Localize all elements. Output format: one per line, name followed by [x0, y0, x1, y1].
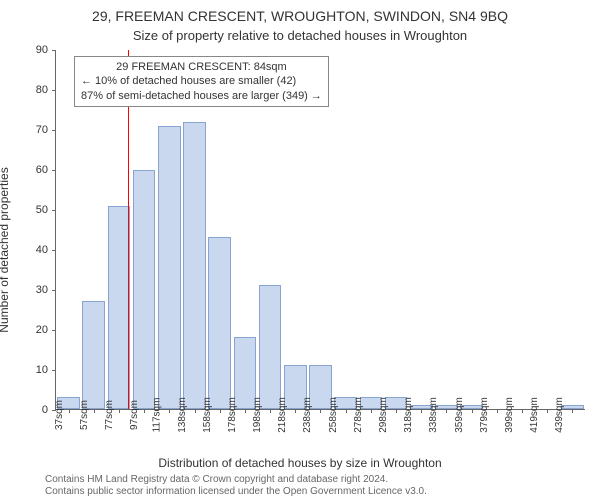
y-tick: [52, 370, 56, 371]
histogram-bar: [183, 122, 206, 409]
y-tick: [52, 290, 56, 291]
y-tick: [52, 90, 56, 91]
x-tick-label: 57sqm: [79, 400, 90, 430]
x-tick: [195, 409, 196, 413]
y-tick-label: 40: [36, 244, 48, 256]
y-tick-label: 80: [36, 84, 48, 96]
y-tick-label: 0: [42, 404, 48, 416]
page-subtitle: Size of property relative to detached ho…: [0, 28, 600, 43]
x-tick: [169, 409, 170, 413]
x-tick: [320, 409, 321, 413]
y-tick: [52, 410, 56, 411]
x-tick-label: 298sqm: [378, 397, 389, 433]
histogram-bar: [158, 126, 181, 409]
x-tick: [69, 409, 70, 413]
x-tick: [472, 409, 473, 413]
y-tick: [52, 130, 56, 131]
x-axis-label: Distribution of detached houses by size …: [0, 456, 600, 470]
y-tick: [52, 170, 56, 171]
attribution-line-2: Contains public sector information licen…: [45, 486, 427, 498]
x-tick-label: 218sqm: [277, 397, 288, 433]
histogram-bin: 298sqm: [383, 50, 408, 409]
y-axis-label: Number of detached properties: [0, 85, 11, 250]
x-tick: [220, 409, 221, 413]
x-tick-label: 138sqm: [177, 397, 188, 433]
x-tick: [295, 409, 296, 413]
x-tick-label: 278sqm: [353, 397, 364, 433]
x-tick: [547, 409, 548, 413]
histogram-bin: 318sqm: [409, 50, 434, 409]
y-tick-label: 50: [36, 204, 48, 216]
x-tick-label: 97sqm: [129, 400, 140, 430]
x-tick: [245, 409, 246, 413]
x-tick: [94, 409, 95, 413]
histogram-bin: 379sqm: [484, 50, 509, 409]
x-tick-label: 318sqm: [403, 397, 414, 433]
y-tick: [52, 210, 56, 211]
histogram-bar: [259, 285, 282, 409]
x-tick-label: 359sqm: [454, 397, 465, 433]
histogram-bin: 439sqm: [560, 50, 585, 409]
histogram-bin: 359sqm: [459, 50, 484, 409]
x-tick-label: 419sqm: [529, 397, 540, 433]
x-tick-label: 379sqm: [479, 397, 490, 433]
x-tick: [270, 409, 271, 413]
x-tick-label: 117sqm: [152, 398, 163, 433]
y-tick: [52, 330, 56, 331]
annotation-line-3: 87% of semi-detached houses are larger (…: [81, 89, 322, 103]
x-tick-label: 238sqm: [303, 397, 314, 433]
annotation-line-2: ← 10% of detached houses are smaller (42…: [81, 74, 322, 88]
x-tick: [346, 409, 347, 413]
page-address-title: 29, FREEMAN CRESCENT, WROUGHTON, SWINDON…: [0, 8, 600, 24]
x-tick-label: 158sqm: [202, 397, 213, 433]
histogram-bin: 278sqm: [358, 50, 383, 409]
attribution: Contains HM Land Registry data © Crown c…: [45, 474, 427, 498]
x-tick-label: 258sqm: [328, 397, 339, 433]
histogram-bin: 399sqm: [509, 50, 534, 409]
histogram-bar: [208, 237, 231, 409]
histogram-bar: [133, 170, 156, 409]
x-tick: [119, 409, 120, 413]
y-tick-label: 30: [36, 284, 48, 296]
x-tick: [497, 409, 498, 413]
annotation-box: 29 FREEMAN CRESCENT: 84sqm ← 10% of deta…: [74, 56, 329, 107]
y-tick: [52, 50, 56, 51]
x-tick-label: 399sqm: [504, 397, 515, 433]
histogram-bar: [82, 301, 105, 409]
attribution-line-1: Contains HM Land Registry data © Crown c…: [45, 474, 427, 486]
x-tick: [396, 409, 397, 413]
histogram-bin: 419sqm: [535, 50, 560, 409]
x-tick: [572, 409, 573, 413]
histogram-bin: 338sqm: [434, 50, 459, 409]
y-tick-label: 20: [36, 324, 48, 336]
y-tick-label: 60: [36, 164, 48, 176]
x-tick: [144, 409, 145, 413]
histogram-plot: 37sqm57sqm77sqm97sqm117sqm138sqm158sqm17…: [55, 50, 585, 410]
histogram-bin: 258sqm: [333, 50, 358, 409]
x-tick-label: 439sqm: [555, 397, 566, 433]
y-tick: [52, 250, 56, 251]
y-tick-label: 70: [36, 124, 48, 136]
y-tick-label: 10: [36, 364, 48, 376]
x-tick-label: 198sqm: [252, 397, 263, 433]
x-tick: [446, 409, 447, 413]
x-tick-label: 338sqm: [429, 397, 440, 433]
x-tick-label: 37sqm: [54, 400, 65, 430]
x-tick-label: 77sqm: [104, 400, 115, 430]
x-tick-label: 178sqm: [227, 397, 238, 433]
x-tick: [371, 409, 372, 413]
annotation-line-1: 29 FREEMAN CRESCENT: 84sqm: [81, 60, 322, 74]
y-tick-label: 90: [36, 44, 48, 56]
x-tick: [421, 409, 422, 413]
x-tick: [522, 409, 523, 413]
